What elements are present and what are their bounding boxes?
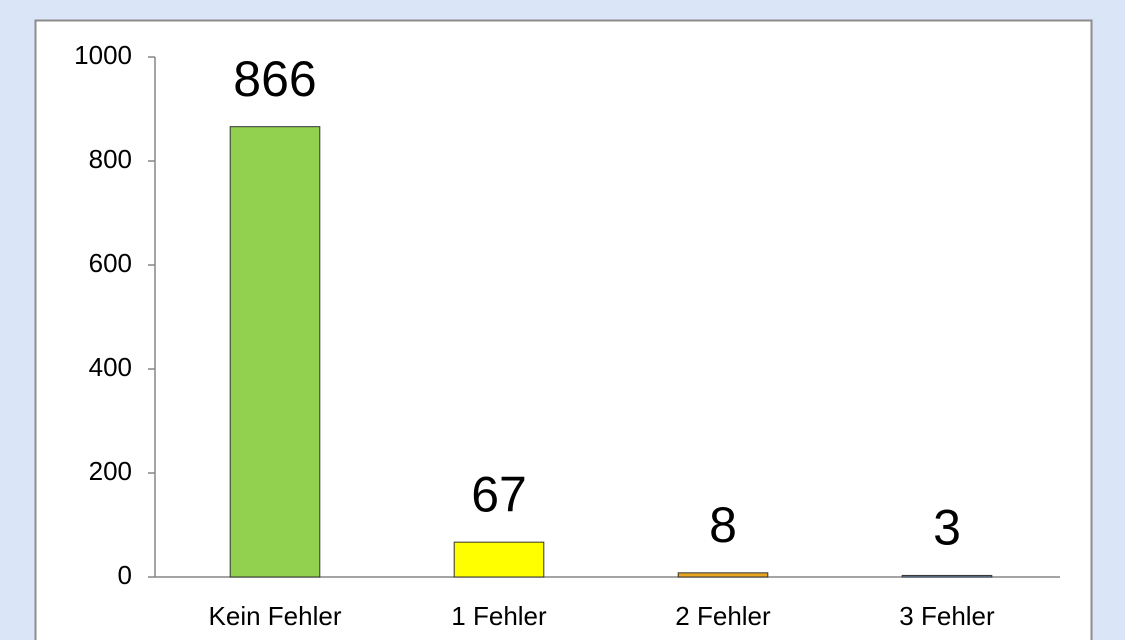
- value-label: 866: [233, 51, 316, 107]
- bar: [677, 572, 769, 578]
- chart-panel: [34, 19, 1093, 640]
- y-tick-label: 200: [89, 456, 132, 486]
- x-tick-label: Kein Fehler: [209, 601, 342, 631]
- y-tick-label: 800: [89, 144, 132, 174]
- bar: [453, 541, 545, 578]
- bar: [901, 574, 993, 578]
- x-tick-label: 2 Fehler: [675, 601, 771, 631]
- value-label: 8: [709, 497, 737, 553]
- y-tick-label: 0: [118, 560, 132, 590]
- y-tick-label: 600: [89, 248, 132, 278]
- x-tick-label: 1 Fehler: [451, 601, 547, 631]
- x-tick-label: 3 Fehler: [899, 601, 995, 631]
- value-label: 67: [471, 466, 527, 522]
- bar: [229, 126, 321, 578]
- y-tick-label: 400: [89, 352, 132, 382]
- y-tick-label: 1000: [74, 40, 132, 70]
- value-label: 3: [933, 500, 961, 556]
